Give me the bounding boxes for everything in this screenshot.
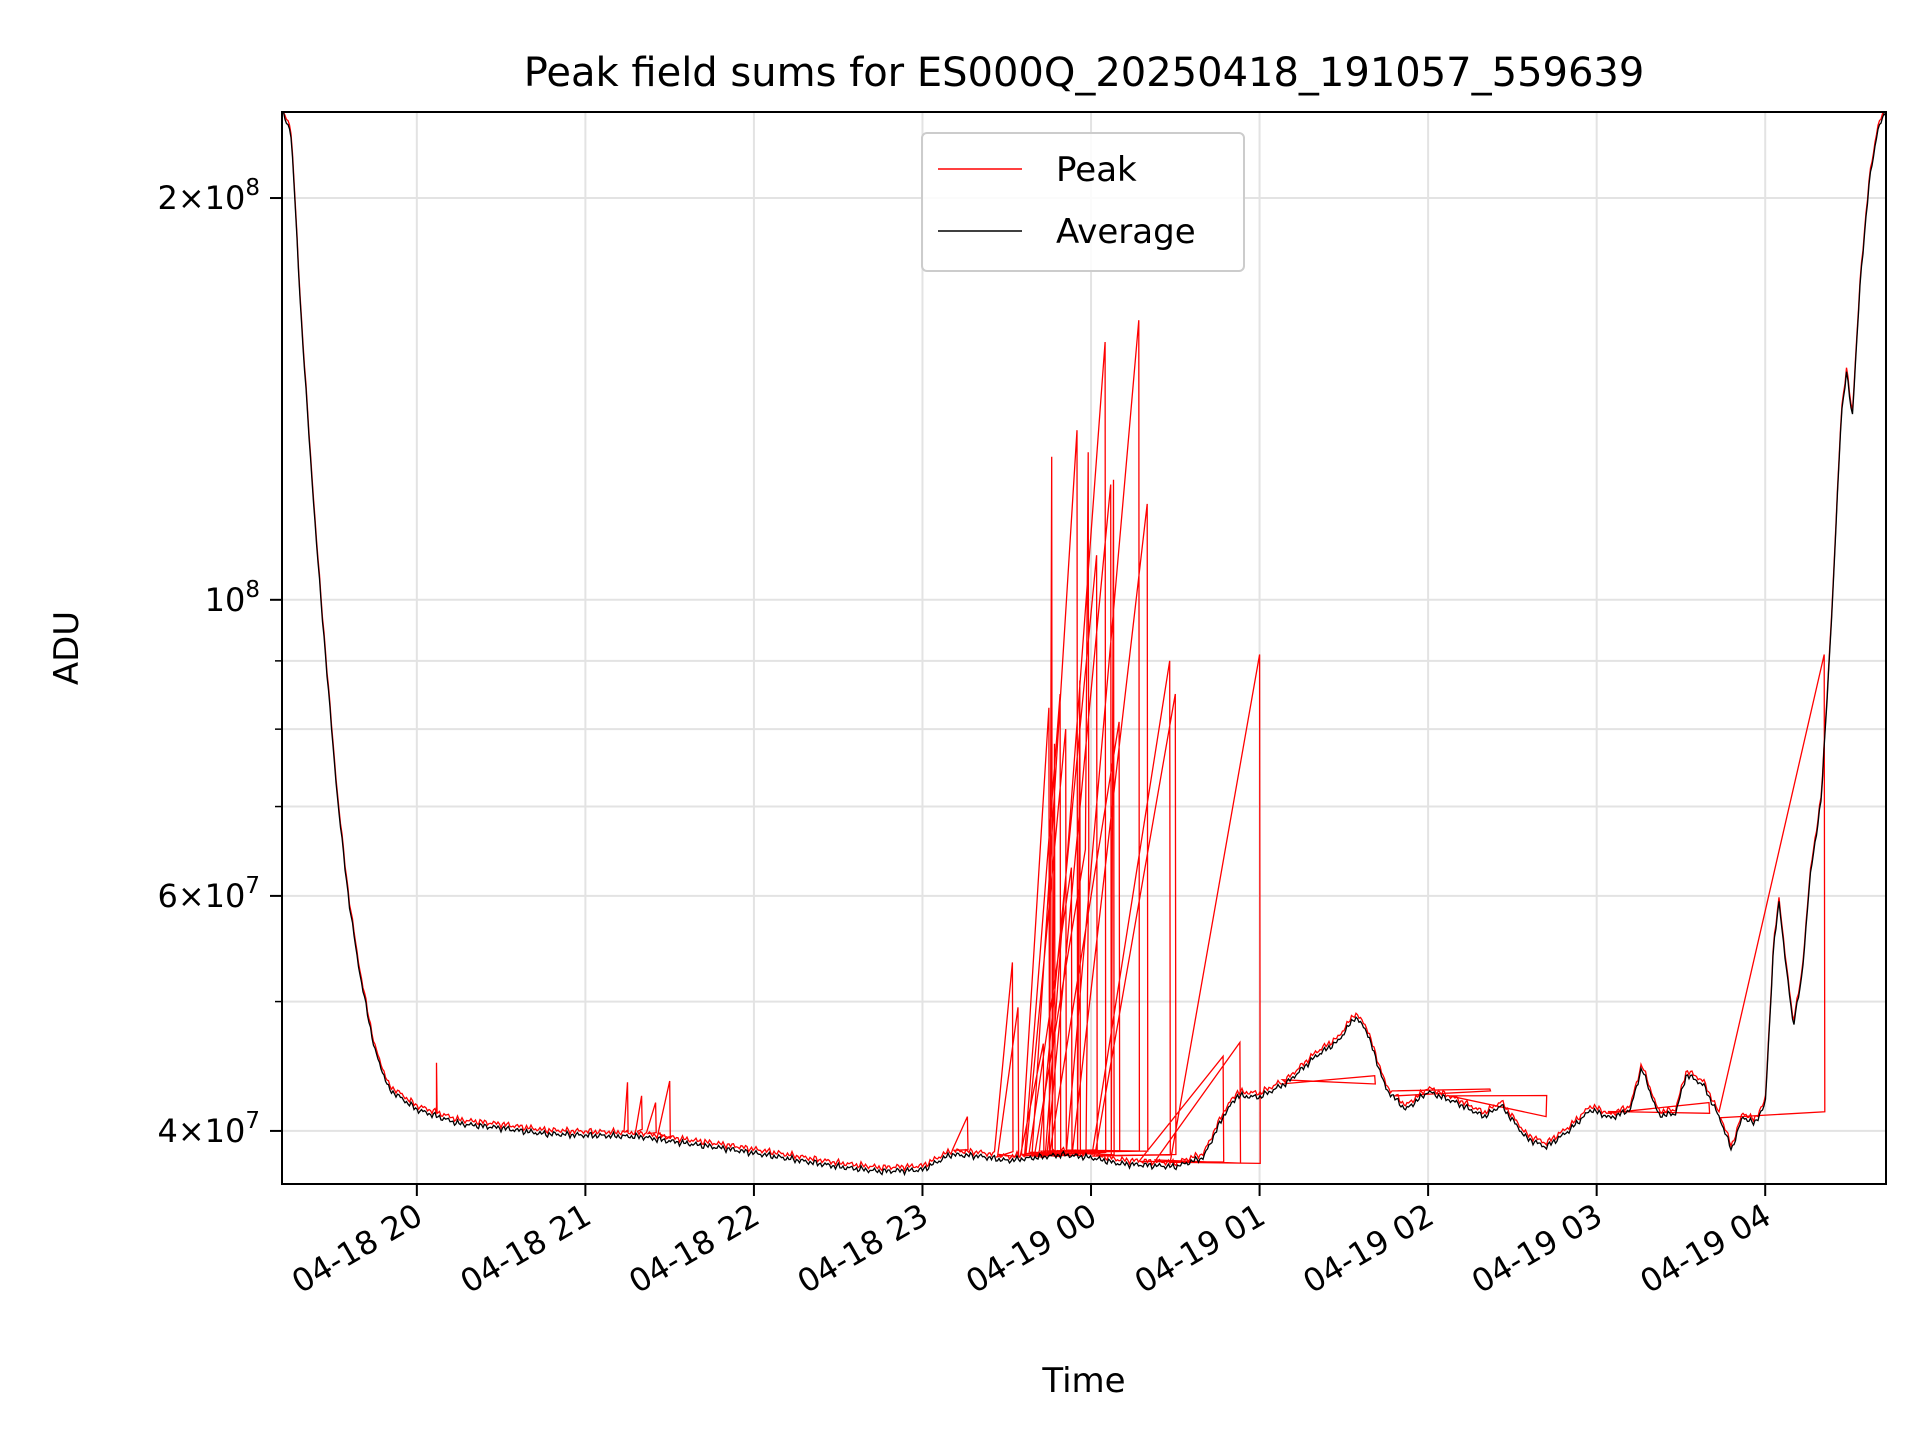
x-axis-label: Time <box>1041 1361 1125 1401</box>
grid <box>282 112 1886 1184</box>
y-tick-label: 4×107 <box>157 1108 260 1150</box>
legend-average-label: Average <box>1056 212 1196 252</box>
chart-title: Peak field sums for ES000Q_20250418_1910… <box>524 50 1645 96</box>
legend-box <box>921 132 1245 272</box>
y-tick-label: 6×107 <box>157 873 260 915</box>
y-tick-label: 2×108 <box>157 175 260 217</box>
peak-series-line <box>282 111 1886 1173</box>
y-axis-label: ADU <box>47 611 87 685</box>
plot-area <box>281 111 1886 1177</box>
legend: Peak Average <box>921 132 1245 272</box>
plot-frame <box>281 111 1887 1185</box>
legend-peak-label: Peak <box>1056 150 1137 190</box>
average-series-line <box>281 111 1886 1177</box>
y-tick-label: 108 <box>205 577 260 619</box>
